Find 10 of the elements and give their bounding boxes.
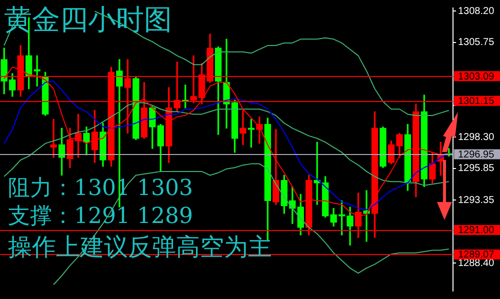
ref-line-label: 1291.00: [458, 225, 495, 236]
y-tick-label: 1293.35: [458, 194, 495, 206]
ref-line-label: 1301.15: [458, 96, 495, 108]
y-tick-label: 1295.85: [458, 163, 495, 174]
y-tick-label: 1298.30: [458, 132, 495, 143]
ref-line-label: 1296.95: [458, 150, 495, 161]
y-tick-label: 1308.20: [458, 6, 495, 17]
ref-line-label: 1289.07: [458, 250, 495, 261]
y-tick-label: 1305.75: [458, 37, 495, 48]
ref-line-label: 1303.09: [458, 71, 495, 82]
